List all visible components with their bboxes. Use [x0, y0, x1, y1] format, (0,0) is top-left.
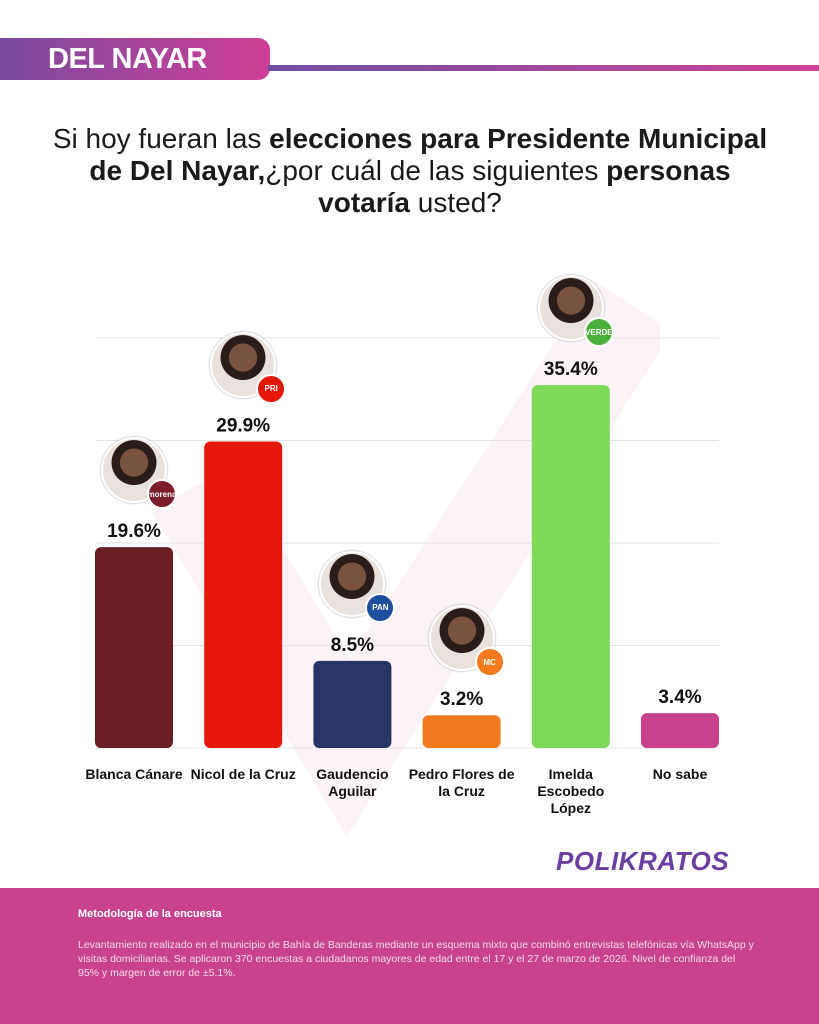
category-label: Imelda Escobedo López — [537, 766, 605, 816]
category-label: Pedro Flores de la Cruz — [408, 766, 515, 799]
data-label: 3.2% — [440, 689, 483, 710]
header-divider — [268, 65, 819, 71]
bar — [313, 660, 392, 748]
category-label: Nicol de la Cruz — [190, 766, 296, 782]
bar — [641, 713, 719, 748]
data-label: 19.6% — [107, 521, 161, 542]
title-part: ¿por cuál de las siguientes — [265, 155, 607, 186]
data-label: 35.4% — [544, 359, 598, 380]
region-banner: DEL NAYAR — [0, 38, 270, 80]
party-logo-icon: VERDE — [583, 317, 614, 348]
bar — [204, 441, 283, 748]
title-part: Si hoy fueran las — [52, 123, 270, 154]
title-part: usted? — [409, 187, 502, 218]
region-title: DEL NAYAR — [48, 43, 207, 75]
methodology-text: Levantamiento realizado en el municipio … — [78, 939, 754, 979]
methodology-footer: Metodología de la encuesta Levantamiento… — [0, 888, 819, 1024]
title-bold: elecciones para Presidente Municipal de … — [89, 123, 768, 186]
methodology-heading: Metodología de la encuesta — [78, 908, 222, 920]
data-label: 3.4% — [658, 687, 701, 708]
party-logo-icon: PAN — [365, 592, 396, 623]
data-label: 29.9% — [216, 416, 270, 437]
category-label: Gaudencio Aguilar — [316, 766, 389, 799]
candidate-photo — [428, 605, 495, 672]
data-label: 8.5% — [331, 635, 374, 656]
title-bold: personas votaría — [318, 155, 731, 218]
bar — [422, 715, 501, 748]
party-logo-icon: PRI — [256, 373, 287, 404]
bar — [531, 385, 610, 748]
category-label: Blanca Cánare — [85, 766, 183, 782]
brand-logo: POLIKRATOS — [556, 846, 730, 876]
party-logo-icon: MC — [474, 647, 505, 678]
bar — [95, 547, 173, 748]
chart-title: Si hoy fueran las elecciones para Presid… — [40, 123, 780, 219]
party-logo-icon: morena — [147, 479, 177, 510]
category-label: No sabe — [652, 766, 708, 782]
